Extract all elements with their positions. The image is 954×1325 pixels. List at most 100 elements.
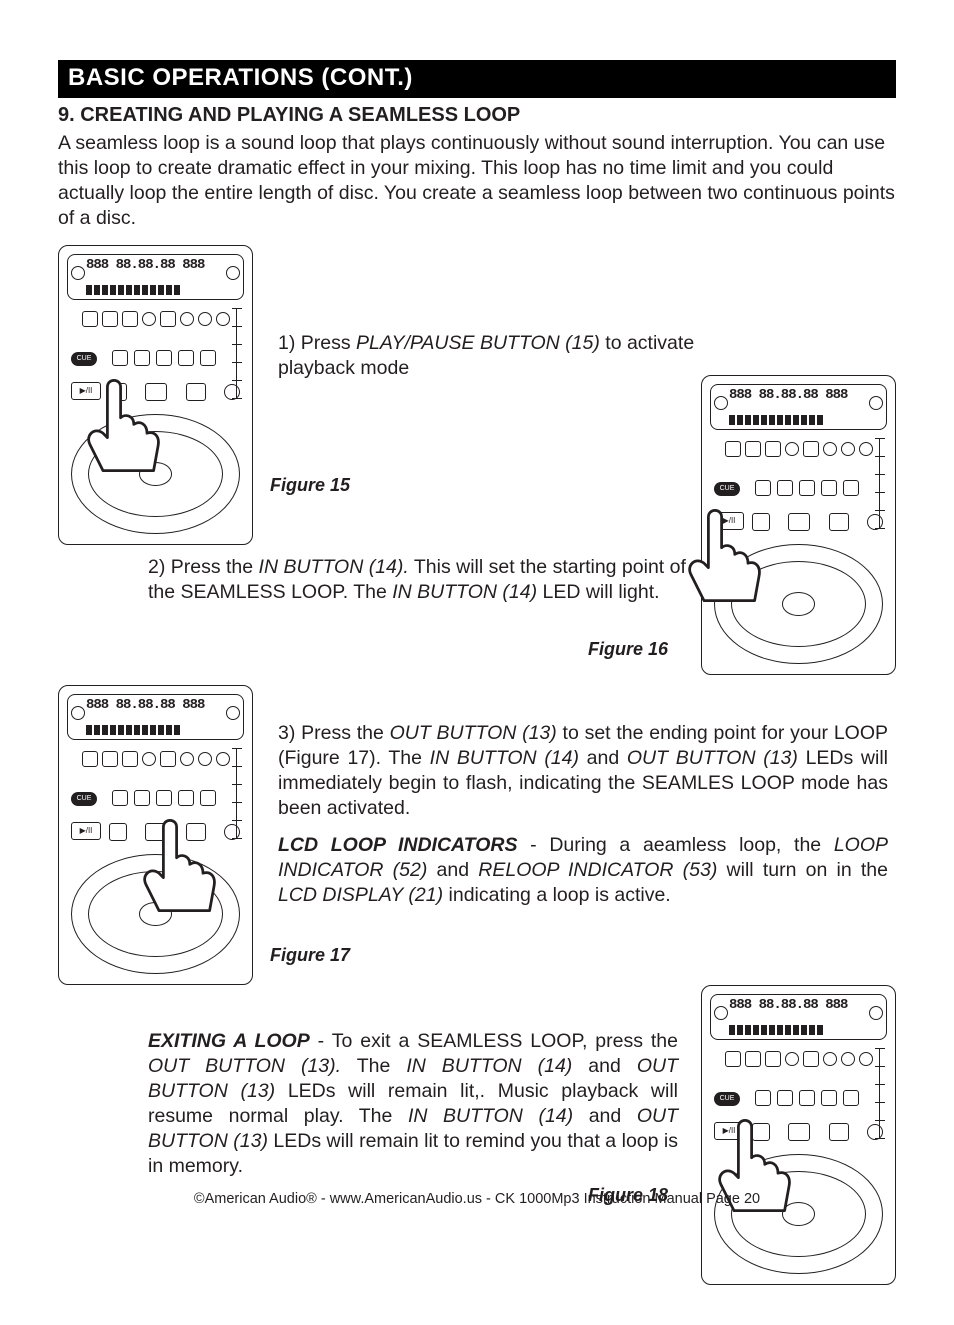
- figure-15-label: Figure 15: [270, 475, 350, 496]
- step-3-text: 3) Press the OUT BUTTON (13) to set the …: [278, 721, 888, 821]
- button-row-1: [69, 748, 242, 770]
- lcd-bars: [86, 725, 225, 735]
- button-row-3: [752, 1120, 883, 1144]
- figure-17-label: Figure 17: [270, 945, 350, 966]
- text: and: [427, 859, 478, 881]
- pitch-slider: [232, 308, 242, 398]
- button-row-1: [712, 1048, 885, 1070]
- text: indicating a loop is active.: [443, 884, 671, 906]
- pitch-slider: [232, 748, 242, 838]
- inline-heading: EXITING A LOOP: [148, 1030, 310, 1052]
- button-row-3: [109, 820, 240, 844]
- control-ref: IN BUTTON (14): [408, 1105, 573, 1127]
- control-ref: RELOOP INDICATOR (53): [478, 859, 717, 881]
- cue-button: CUE: [71, 792, 97, 806]
- text: The: [341, 1055, 406, 1077]
- control-ref: OUT BUTTON (13): [627, 747, 798, 769]
- button-row-3: [109, 380, 240, 404]
- button-row-1: [712, 438, 885, 460]
- control-ref: IN BUTTON (14): [406, 1055, 572, 1077]
- manual-page: BASIC OPERATIONS (CONT.) 9. CREATING AND…: [0, 0, 954, 1235]
- jog-wheel: [71, 414, 240, 534]
- row-2: 888 88.88.88 888 CUE ▶/II 3) Press the O…: [58, 685, 896, 1015]
- lcd-bars: [86, 285, 225, 295]
- figure-17-device: 888 88.88.88 888 CUE ▶/II: [58, 685, 253, 985]
- subheading: 9. CREATING AND PLAYING A SEAMLESS LOOP: [58, 104, 896, 127]
- step-2-row: 2) Press the IN BUTTON (14). This will s…: [58, 575, 896, 685]
- row-3: EXITING A LOOP - To exit a SEAMLESS LOOP…: [58, 1025, 896, 1325]
- play-pause-button: ▶/II: [71, 822, 101, 840]
- lcd-display: 888 88.88.88 888: [710, 994, 887, 1040]
- play-pause-button: ▶/II: [714, 512, 744, 530]
- small-button-icon: [156, 350, 172, 366]
- text: LED will light.: [537, 581, 659, 603]
- step-2-text: 2) Press the IN BUTTON (14). This will s…: [148, 555, 708, 605]
- text: - During a aeamless loop, the: [517, 834, 833, 856]
- figure-15-device: 888 88.88.88 888 CUE: [58, 245, 253, 545]
- section-bar: BASIC OPERATIONS (CONT.): [58, 60, 896, 98]
- button-row-2: [105, 346, 222, 370]
- round-button-icon: [198, 312, 212, 326]
- text: - To exit a SEAMLESS LOOP, press the: [310, 1030, 678, 1052]
- jog-wheel: [71, 854, 240, 974]
- page-footer: ©American Audio® - www.AmericanAudio.us …: [0, 1191, 954, 1207]
- control-ref: PLAY/PAUSE BUTTON (15): [356, 332, 600, 354]
- round-button-icon: [180, 312, 194, 326]
- figure-18-device: 888 88.88.88 888 CUE ▶/II: [701, 985, 896, 1285]
- control-ref: LCD DISPLAY (21): [278, 884, 443, 906]
- button-row-1: [69, 308, 242, 330]
- lcd-digits: 888 88.88.88 888: [729, 997, 847, 1013]
- control-ref: IN BUTTON (14): [392, 581, 537, 603]
- text: and: [579, 747, 627, 769]
- inline-heading: LCD LOOP INDICATORS: [278, 834, 517, 856]
- small-button-icon: [122, 311, 138, 327]
- round-button-icon: [142, 312, 156, 326]
- small-button-icon: [82, 311, 98, 327]
- text: 2) Press the: [148, 556, 259, 578]
- small-button-icon: [134, 350, 150, 366]
- lcd-bars: [729, 1025, 868, 1035]
- button-row-3: [752, 510, 883, 534]
- lcd-display: 888 88.88.88 888: [67, 254, 244, 300]
- small-button-icon: [160, 311, 176, 327]
- cue-button: CUE: [714, 482, 740, 496]
- lcd-digits: 888 88.88.88 888: [729, 387, 847, 403]
- jog-wheel: [714, 544, 883, 664]
- reloop-button-icon: [186, 383, 206, 401]
- text: and: [572, 1055, 637, 1077]
- control-ref: IN BUTTON (14).: [259, 556, 409, 578]
- button-row-2: [748, 1086, 865, 1110]
- step-1-text: 1) Press PLAY/PAUSE BUTTON (15) to activ…: [278, 331, 738, 381]
- play-pause-button: ▶/II: [714, 1122, 744, 1140]
- play-pause-button: ▶/II: [71, 382, 101, 400]
- small-button-icon: [178, 350, 194, 366]
- exiting-loop-text: EXITING A LOOP - To exit a SEAMLESS LOOP…: [148, 1029, 678, 1179]
- lcd-digits: 888 88.88.88 888: [86, 257, 204, 273]
- lcd-bars: [729, 415, 868, 425]
- intro-paragraph: A seamless loop is a sound loop that pla…: [58, 131, 896, 231]
- text: 3) Press the: [278, 722, 390, 744]
- jog-wheel: [714, 1154, 883, 1274]
- small-button-icon: [200, 350, 216, 366]
- text: and: [573, 1105, 637, 1127]
- round-button-icon: [216, 312, 230, 326]
- pitch-slider: [875, 1048, 885, 1138]
- small-button-icon: [112, 350, 128, 366]
- out-button-icon: [145, 383, 167, 401]
- control-ref: OUT BUTTON (13): [390, 722, 557, 744]
- cue-button: CUE: [71, 352, 97, 366]
- lcd-digits: 888 88.88.88 888: [86, 697, 204, 713]
- text: 1) Press: [278, 332, 356, 354]
- control-ref: IN BUTTON (14): [430, 747, 579, 769]
- small-button-icon: [102, 311, 118, 327]
- pitch-slider: [875, 438, 885, 528]
- lcd-display: 888 88.88.88 888: [67, 694, 244, 740]
- lcd-display: 888 88.88.88 888: [710, 384, 887, 430]
- figure-16-label: Figure 16: [588, 639, 668, 660]
- button-row-2: [748, 476, 865, 500]
- lcd-indicators-text: LCD LOOP INDICATORS - During a aeamless …: [278, 833, 888, 908]
- figure-16-device: 888 88.88.88 888 CUE ▶/II: [701, 375, 896, 675]
- control-ref: OUT BUTTON (13).: [148, 1055, 341, 1077]
- in-button-icon: [109, 383, 127, 401]
- button-row-2: [105, 786, 222, 810]
